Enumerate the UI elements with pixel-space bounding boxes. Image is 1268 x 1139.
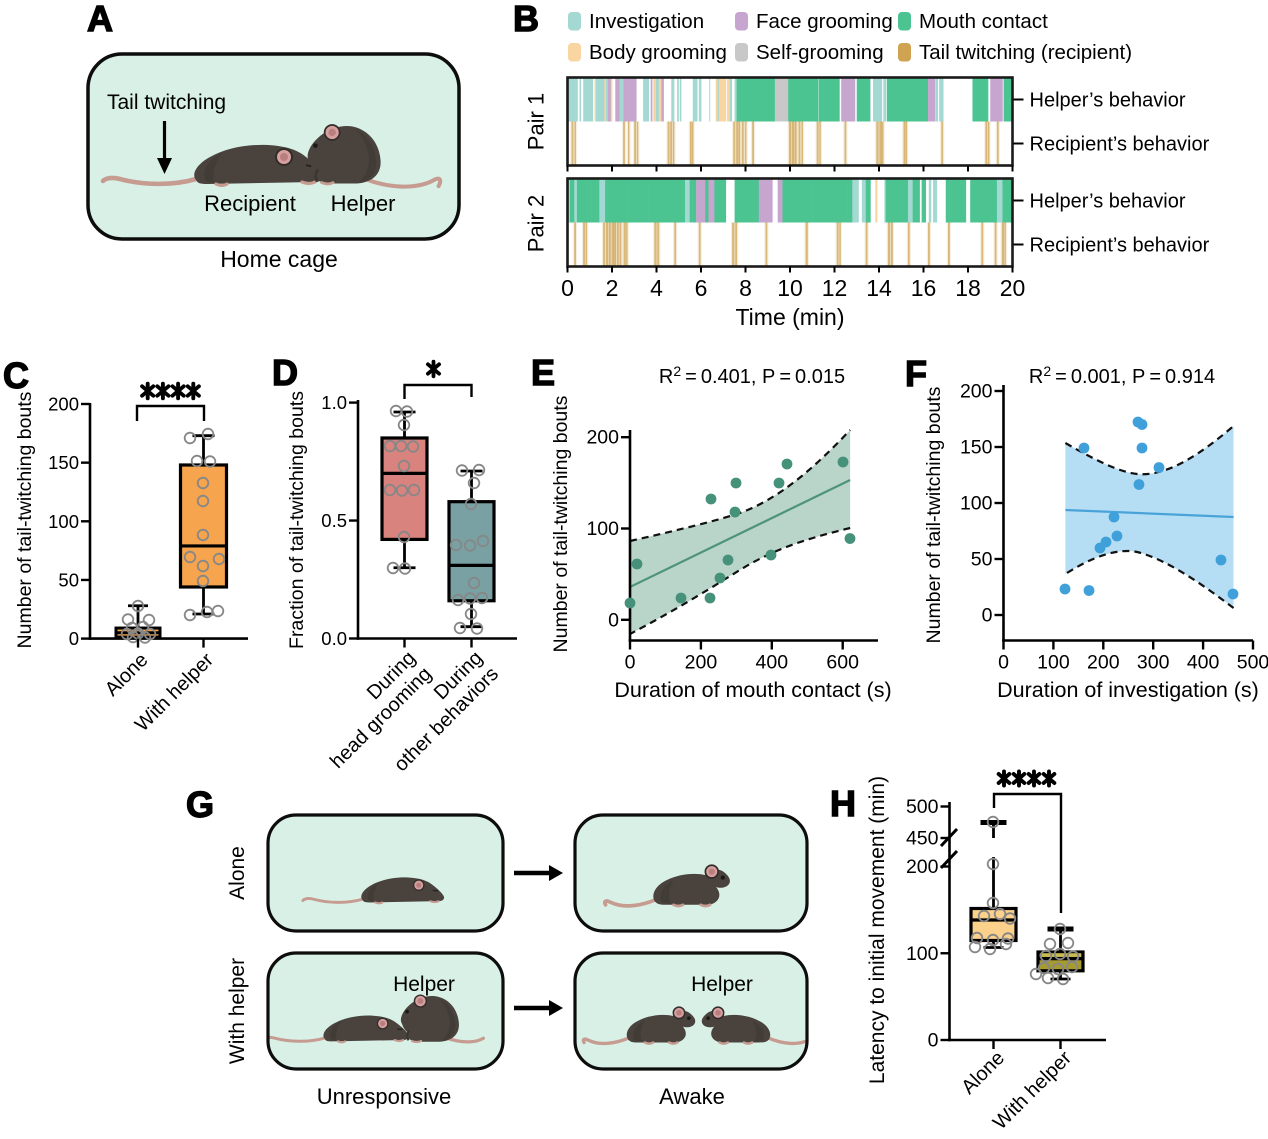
svg-text:Tail twitching (recipient): Tail twitching (recipient)	[919, 41, 1132, 64]
svg-text:G: G	[186, 784, 214, 825]
svg-text:0.0: 0.0	[321, 628, 347, 649]
svg-text:200: 200	[960, 381, 993, 403]
svg-text:0: 0	[608, 609, 619, 631]
svg-text:100: 100	[48, 511, 79, 532]
svg-text:200: 200	[906, 856, 939, 878]
svg-text:Alone: Alone	[101, 649, 153, 701]
svg-text:100: 100	[906, 943, 939, 965]
svg-text:20: 20	[1000, 275, 1026, 301]
svg-text:Helper’s behavior: Helper’s behavior	[1030, 191, 1186, 213]
svg-text:600: 600	[826, 652, 859, 674]
svg-text:Fraction of tail-twitching bou: Fraction of tail-twitching bouts	[286, 391, 308, 649]
svg-text:14: 14	[866, 275, 892, 301]
svg-text:400: 400	[756, 652, 789, 674]
svg-text:Helper: Helper	[393, 973, 455, 996]
svg-text:Helper: Helper	[691, 973, 753, 996]
svg-text:4: 4	[650, 275, 663, 301]
svg-text:Recipient: Recipient	[204, 191, 296, 216]
svg-text:500: 500	[1237, 652, 1268, 674]
svg-text:Body grooming: Body grooming	[589, 41, 727, 64]
svg-text:Pair 1: Pair 1	[524, 93, 549, 150]
svg-text:300: 300	[1137, 652, 1170, 674]
svg-text:Alone: Alone	[226, 846, 249, 900]
svg-text:16: 16	[911, 275, 937, 301]
svg-text:H: H	[830, 783, 856, 824]
svg-text:Mouth contact: Mouth contact	[919, 10, 1048, 33]
svg-text:Duration of investigation (s): Duration of investigation (s)	[997, 678, 1259, 702]
svg-text:Awake: Awake	[659, 1084, 725, 1109]
svg-text:Face grooming: Face grooming	[756, 10, 893, 33]
svg-text:50: 50	[58, 569, 79, 590]
svg-text:Duration of mouth contact (s): Duration of mouth contact (s)	[614, 678, 891, 702]
svg-text:400: 400	[1187, 652, 1220, 674]
svg-text:100: 100	[960, 493, 993, 515]
svg-text:0: 0	[998, 652, 1009, 674]
svg-text:150: 150	[48, 452, 79, 473]
svg-text:50: 50	[971, 549, 993, 571]
svg-text:0: 0	[928, 1030, 939, 1052]
svg-text:R2 = 0.401, P = 0.015: R2 = 0.401, P = 0.015	[659, 363, 845, 388]
svg-text:Home cage: Home cage	[220, 246, 338, 272]
svg-text:C: C	[3, 355, 29, 396]
svg-text:0: 0	[69, 628, 79, 649]
svg-text:200: 200	[586, 427, 619, 449]
svg-text:100: 100	[586, 518, 619, 540]
svg-text:Recipient’s behavior: Recipient’s behavior	[1030, 235, 1210, 257]
svg-text:With helper: With helper	[226, 958, 249, 1064]
svg-text:Number of tail-twitching bouts: Number of tail-twitching bouts	[923, 386, 945, 643]
svg-text:Tail twitching: Tail twitching	[107, 91, 226, 114]
svg-text:500: 500	[906, 796, 939, 818]
svg-text:Number of tail-twitching bouts: Number of tail-twitching bouts	[14, 391, 36, 648]
svg-text:Time (min): Time (min)	[735, 304, 844, 330]
svg-text:0.5: 0.5	[321, 510, 347, 531]
svg-text:E: E	[531, 352, 555, 393]
svg-text:6: 6	[695, 275, 708, 301]
svg-text:Number of tail-twitching bouts: Number of tail-twitching bouts	[550, 395, 572, 652]
svg-text:450: 450	[906, 828, 939, 850]
svg-text:Latency to initial movement (m: Latency to initial movement (min)	[866, 776, 889, 1084]
svg-text:8: 8	[739, 275, 752, 301]
svg-text:12: 12	[822, 275, 848, 301]
svg-text:F: F	[905, 353, 927, 394]
svg-text:Investigation: Investigation	[589, 10, 704, 33]
svg-text:150: 150	[960, 437, 993, 459]
svg-text:0: 0	[625, 652, 636, 674]
svg-text:Helper: Helper	[331, 191, 396, 216]
svg-text:100: 100	[1037, 652, 1070, 674]
svg-text:200: 200	[48, 394, 79, 415]
svg-text:200: 200	[685, 652, 718, 674]
svg-text:18: 18	[955, 275, 981, 301]
svg-text:D: D	[272, 352, 298, 393]
svg-text:Helper’s behavior: Helper’s behavior	[1030, 90, 1186, 112]
svg-text:1.0: 1.0	[321, 392, 347, 413]
svg-text:R2 = 0.001, P = 0.914: R2 = 0.001, P = 0.914	[1029, 363, 1215, 388]
svg-text:0: 0	[561, 275, 574, 301]
svg-text:2: 2	[606, 275, 619, 301]
svg-text:Alone: Alone	[957, 1047, 1009, 1099]
svg-text:Pair 2: Pair 2	[524, 195, 549, 252]
svg-text:A: A	[87, 0, 113, 39]
svg-text:Unresponsive: Unresponsive	[317, 1084, 452, 1109]
svg-text:0: 0	[982, 605, 993, 627]
svg-text:B: B	[513, 0, 539, 39]
svg-text:Recipient’s behavior: Recipient’s behavior	[1030, 134, 1210, 156]
svg-text:200: 200	[1087, 652, 1120, 674]
svg-text:10: 10	[777, 275, 803, 301]
svg-text:Self-grooming: Self-grooming	[756, 41, 884, 64]
